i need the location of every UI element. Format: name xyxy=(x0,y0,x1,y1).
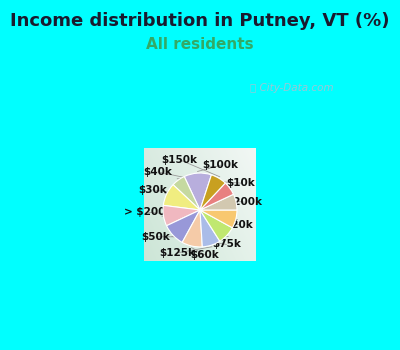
Text: $40k: $40k xyxy=(144,167,172,177)
Text: Income distribution in Putney, VT (%): Income distribution in Putney, VT (%) xyxy=(10,12,390,30)
Text: $10k: $10k xyxy=(226,178,255,188)
Wedge shape xyxy=(200,210,237,228)
Text: $150k: $150k xyxy=(161,155,197,164)
Wedge shape xyxy=(173,176,200,210)
Wedge shape xyxy=(163,205,200,226)
Text: $20k: $20k xyxy=(224,219,253,230)
Text: $50k: $50k xyxy=(142,232,170,242)
Wedge shape xyxy=(200,210,232,241)
Wedge shape xyxy=(200,194,237,210)
Text: $60k: $60k xyxy=(191,250,220,260)
Wedge shape xyxy=(163,185,200,210)
Wedge shape xyxy=(184,173,212,210)
Text: $200k: $200k xyxy=(226,197,262,207)
Text: $75k: $75k xyxy=(212,239,241,250)
Text: $100k: $100k xyxy=(203,160,239,170)
Text: ⓘ City-Data.com: ⓘ City-Data.com xyxy=(250,83,334,93)
Wedge shape xyxy=(200,175,225,210)
Text: $125k: $125k xyxy=(159,248,195,258)
Text: All residents: All residents xyxy=(146,37,254,52)
Wedge shape xyxy=(166,210,200,243)
Wedge shape xyxy=(182,210,202,247)
Text: $30k: $30k xyxy=(138,185,167,195)
Text: > $200k: > $200k xyxy=(124,207,172,217)
Wedge shape xyxy=(200,210,220,247)
Wedge shape xyxy=(200,183,234,210)
